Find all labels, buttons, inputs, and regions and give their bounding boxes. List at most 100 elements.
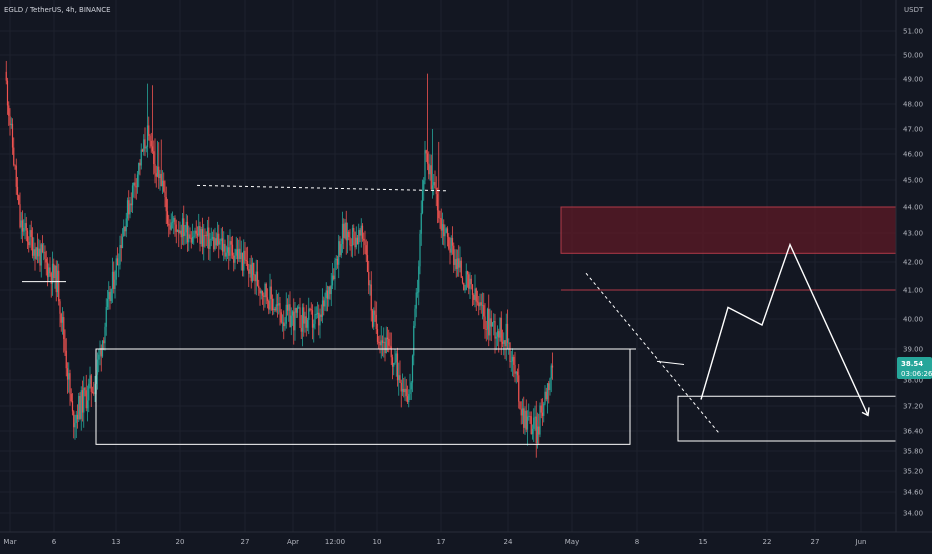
candle-body: [185, 221, 187, 233]
candle-body: [534, 416, 536, 418]
candle-body: [29, 230, 31, 246]
price-axis-unit: USDT: [904, 6, 924, 14]
candle-body: [25, 223, 27, 231]
candle-body: [84, 387, 86, 391]
candle-body: [485, 328, 487, 330]
candle-body: [68, 373, 70, 380]
candle-body: [434, 182, 436, 189]
candle-body: [321, 300, 324, 317]
candle-body: [460, 260, 462, 278]
candle-body: [470, 278, 472, 285]
candle-body: [488, 308, 490, 336]
candle-body: [444, 232, 446, 237]
candle-body: [286, 304, 289, 311]
candle-body: [546, 383, 549, 400]
candle-body: [303, 307, 305, 324]
candle-body: [365, 245, 367, 256]
candle-body: [253, 262, 255, 275]
candle-body: [109, 292, 111, 301]
price-tick-label: 49.00: [903, 76, 923, 84]
candle-body: [293, 311, 295, 331]
candle-body: [325, 290, 327, 299]
candle-body: [39, 248, 41, 266]
price-tick-label: 43.00: [903, 230, 923, 238]
candle-body: [374, 310, 376, 315]
time-tick-label: May: [565, 538, 579, 546]
candle-body: [300, 327, 302, 332]
candle-body: [180, 230, 182, 238]
candle-body: [26, 230, 29, 242]
candle-body: [446, 228, 449, 237]
candle-body: [543, 403, 545, 416]
candle-body: [480, 302, 482, 306]
candle-body: [380, 340, 382, 346]
candle-body: [43, 251, 45, 253]
candle-body: [209, 239, 211, 249]
candle-body: [544, 391, 546, 404]
candle-body: [345, 222, 347, 241]
time-tick-label: 6: [52, 538, 57, 546]
candle-body: [71, 401, 74, 412]
time-tick-label: Apr: [287, 538, 299, 546]
candle-body: [211, 237, 214, 239]
candle-body: [330, 285, 332, 295]
candle-body: [514, 364, 516, 374]
candle-body: [400, 382, 402, 392]
candle-body: [299, 307, 301, 328]
zones-layer: [560, 206, 897, 291]
candle-body: [499, 317, 501, 338]
candle-body: [160, 173, 162, 187]
candle-body: [44, 251, 46, 259]
candle-body: [14, 164, 16, 166]
time-axis[interactable]: Mar 6 13 20 27 Apr 12:00 10 17 24 May 8 15 22 27 Jun: [3, 538, 866, 546]
candle-body: [230, 241, 232, 245]
candle-body: [271, 298, 274, 310]
candle-body: [216, 233, 219, 246]
candle-body: [306, 319, 309, 328]
candle-body: [254, 274, 256, 282]
candle-body: [76, 414, 79, 420]
candle-body: [131, 185, 134, 206]
candle-body: [419, 233, 421, 267]
candle-body: [463, 282, 465, 291]
candle-body: [139, 162, 141, 166]
candle-body: [389, 345, 391, 347]
candle-body: [508, 342, 510, 344]
candle-body: [550, 365, 552, 379]
drawings-layer: [22, 184, 897, 445]
candle-body: [384, 341, 386, 353]
candle-body: [471, 284, 474, 295]
candle-body: [375, 314, 377, 330]
candle-body: [158, 166, 160, 179]
candle-body: [476, 301, 479, 303]
candle-body: [385, 337, 387, 353]
candle-body: [490, 318, 492, 327]
candle-body: [399, 375, 401, 383]
candle-body: [316, 312, 319, 315]
candle-body: [450, 237, 452, 253]
candle-body: [221, 238, 224, 252]
candle-body: [156, 166, 159, 177]
candle-body: [284, 323, 286, 327]
candle-body: [233, 255, 235, 263]
candle-body: [388, 339, 390, 346]
candle-body: [274, 308, 276, 311]
price-tick-label: 40.00: [903, 316, 923, 324]
candle-body: [289, 304, 291, 328]
candle-body: [285, 304, 287, 324]
candle-body: [426, 153, 429, 164]
candle-body: [176, 230, 179, 232]
price-axis[interactable]: USDT 51.00 50.00 49.00 48.00 47.00 46.00 45.00…: [903, 6, 924, 518]
short-level-line: [656, 360, 685, 365]
candle-body: [349, 237, 351, 246]
candle-body: [183, 218, 185, 237]
candle-body: [53, 263, 55, 279]
candle-body: [261, 290, 264, 296]
candle-body: [140, 149, 142, 166]
candle-body: [50, 273, 52, 284]
candle-body: [240, 252, 242, 259]
candle-body: [326, 290, 329, 299]
candle-body: [430, 165, 432, 190]
candle-body: [51, 263, 54, 284]
